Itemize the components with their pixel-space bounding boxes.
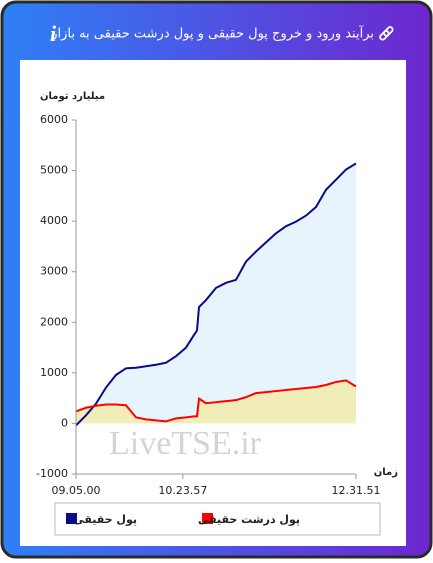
watermark: LiveTSE.ir	[109, 425, 262, 462]
area	[76, 163, 356, 426]
legend-label: پول درشت حقیقی	[198, 513, 300, 526]
y-tick-label: 5000	[40, 164, 68, 177]
legend-swatch	[66, 513, 77, 524]
legend-swatch	[202, 513, 213, 524]
y-axis-title: میلیارد تومان	[40, 91, 105, 102]
legend	[54, 502, 381, 536]
y-tick-label: 1000	[40, 366, 68, 379]
link-icon[interactable]	[379, 26, 394, 41]
area	[76, 380, 356, 424]
line	[75, 162, 357, 427]
header-title: برآیند ورود و خروج پول حقیقی و پول درشت …	[50, 25, 374, 42]
y-tick-label: 4000	[40, 214, 68, 227]
line	[75, 379, 357, 423]
y-tick-label: 0	[61, 416, 68, 429]
x-tick-label: 10.23.57	[158, 484, 207, 497]
info-icon[interactable]: i	[50, 21, 57, 46]
y-tick-label: -1000	[36, 467, 68, 480]
x-tick-label: 09.05.00	[52, 484, 101, 497]
y-tick-label: 2000	[40, 315, 68, 328]
legend-label: پول حقیقی	[73, 513, 137, 526]
x-tick-label: 12.31.51	[332, 484, 381, 497]
x-axis-title: زمان	[374, 467, 398, 478]
y-tick-label: 3000	[40, 265, 68, 278]
y-tick-label: 6000	[40, 113, 68, 126]
